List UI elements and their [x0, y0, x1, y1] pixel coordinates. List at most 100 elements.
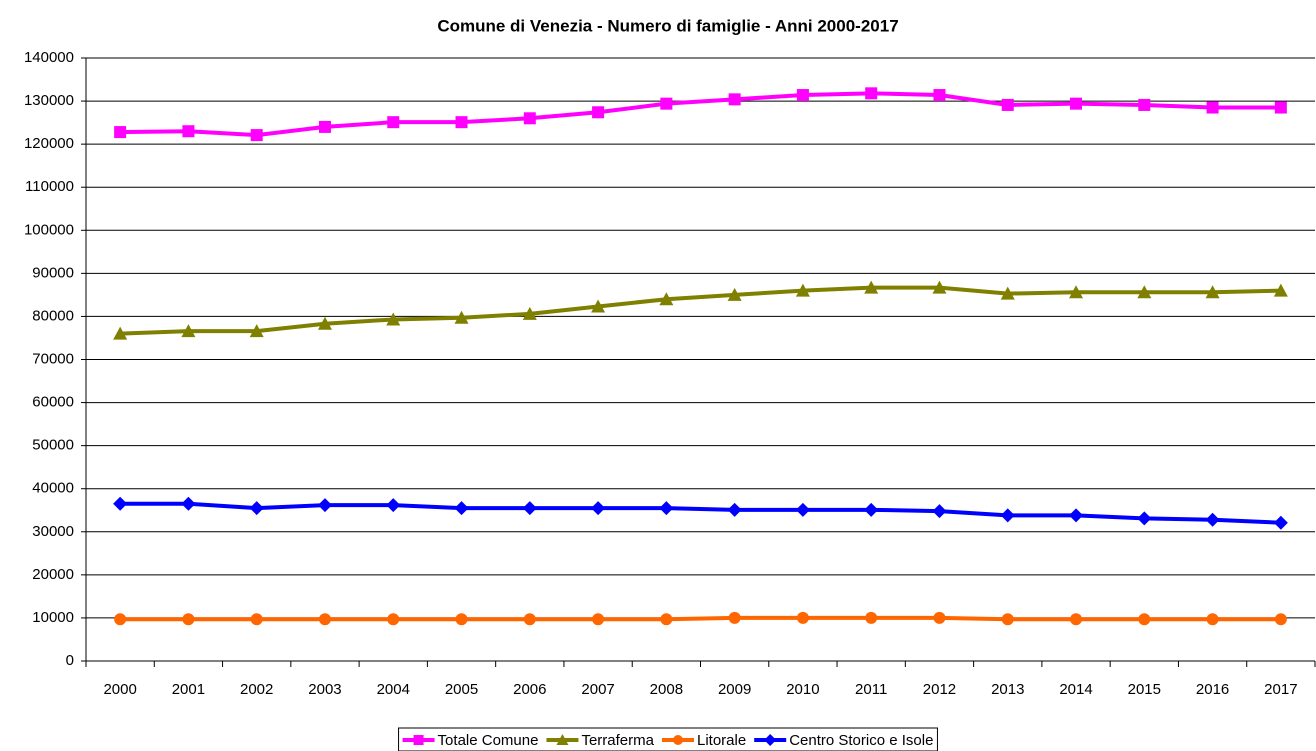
marker — [727, 287, 742, 301]
marker — [413, 735, 424, 745]
series-line — [120, 285, 1281, 336]
y-tick-label: 70000 — [32, 350, 74, 367]
marker — [659, 501, 674, 516]
marker — [114, 613, 127, 626]
y-tick-label: 100000 — [24, 221, 74, 238]
marker — [317, 498, 332, 513]
marker — [181, 496, 196, 511]
y-tick-label: 120000 — [24, 135, 74, 152]
x-tick-label: 2013 — [991, 681, 1024, 698]
marker — [728, 93, 741, 106]
marker — [250, 129, 263, 142]
marker — [1070, 613, 1083, 626]
marker — [1069, 285, 1084, 299]
marker — [591, 299, 606, 313]
marker — [454, 310, 469, 324]
marker — [181, 324, 196, 338]
marker — [932, 280, 947, 294]
x-tick-label: 2001 — [172, 681, 205, 698]
series-line — [120, 91, 1281, 138]
y-tick-label: 60000 — [32, 394, 74, 411]
marker — [249, 501, 264, 516]
marker — [522, 306, 537, 320]
legend: Totale Comune Terraferma Litorale Centro St… — [398, 727, 938, 751]
marker — [523, 613, 536, 626]
marker — [796, 611, 809, 624]
marker — [795, 283, 810, 297]
marker — [1138, 613, 1151, 626]
marker — [795, 502, 810, 517]
marker — [182, 125, 195, 138]
y-tick-label: 130000 — [24, 92, 74, 109]
x-tick-label: 2017 — [1264, 681, 1297, 698]
marker — [933, 89, 946, 102]
series-line — [120, 615, 1281, 622]
x-tick-label: 2003 — [308, 681, 341, 698]
marker — [1000, 286, 1015, 300]
x-tick-label: 2000 — [103, 681, 136, 698]
marker — [1206, 613, 1219, 626]
x-tick-label: 2015 — [1128, 681, 1161, 698]
marker — [386, 498, 401, 513]
marker — [113, 496, 128, 511]
marker — [249, 324, 264, 338]
y-tick-label: 0 — [66, 652, 74, 669]
x-tick-label: 2007 — [581, 681, 614, 698]
marker — [387, 116, 400, 129]
marker — [522, 501, 537, 516]
marker — [592, 106, 605, 119]
marker — [1137, 285, 1152, 299]
marker — [1001, 613, 1014, 626]
marker — [1205, 285, 1220, 299]
marker — [387, 613, 400, 626]
x-tick-label: 2014 — [1059, 681, 1092, 698]
marker — [1069, 508, 1084, 523]
marker — [455, 116, 468, 129]
series-line — [120, 501, 1281, 525]
y-tick-label: 80000 — [32, 307, 74, 324]
y-tick-label: 40000 — [32, 480, 74, 497]
marker — [865, 87, 878, 100]
y-tick-label: 50000 — [32, 437, 74, 454]
y-tick-label: 140000 — [24, 49, 74, 66]
marker — [1070, 97, 1083, 110]
marker — [317, 316, 332, 330]
y-tick-label: 10000 — [32, 609, 74, 626]
marker — [113, 326, 128, 340]
x-tick-label: 2002 — [240, 681, 273, 698]
legend-label: Centro Storico e Isole — [789, 732, 933, 749]
marker — [591, 501, 606, 516]
x-tick-label: 2012 — [923, 681, 956, 698]
marker — [1273, 283, 1288, 297]
chart-title: Comune di Venezia - Numero di famiglie -… — [437, 16, 898, 35]
marker — [386, 312, 401, 326]
marker — [864, 502, 879, 517]
marker — [933, 611, 946, 624]
marker — [318, 120, 331, 133]
marker — [1137, 511, 1152, 526]
marker — [454, 501, 469, 516]
marker — [764, 734, 777, 746]
x-tick-label: 2006 — [513, 681, 546, 698]
x-tick-label: 2009 — [718, 681, 751, 698]
marker — [1001, 98, 1014, 111]
marker — [182, 613, 195, 626]
x-tick-label: 2005 — [445, 681, 478, 698]
marker — [660, 613, 673, 626]
marker — [592, 613, 605, 626]
x-tick-label: 2008 — [650, 681, 683, 698]
legend-label: Totale Comune — [438, 732, 539, 749]
marker — [114, 126, 127, 139]
marker — [455, 613, 468, 626]
marker — [1274, 613, 1287, 626]
legend-label: Terraferma — [581, 732, 654, 749]
marker — [250, 613, 263, 626]
x-tick-label: 2010 — [786, 681, 819, 698]
y-tick-label: 30000 — [32, 523, 74, 540]
marker — [1138, 98, 1151, 111]
y-tick-label: 110000 — [25, 178, 74, 195]
x-tick-label: 2011 — [855, 681, 887, 698]
y-tick-label: 20000 — [32, 566, 74, 583]
marker — [523, 112, 536, 125]
